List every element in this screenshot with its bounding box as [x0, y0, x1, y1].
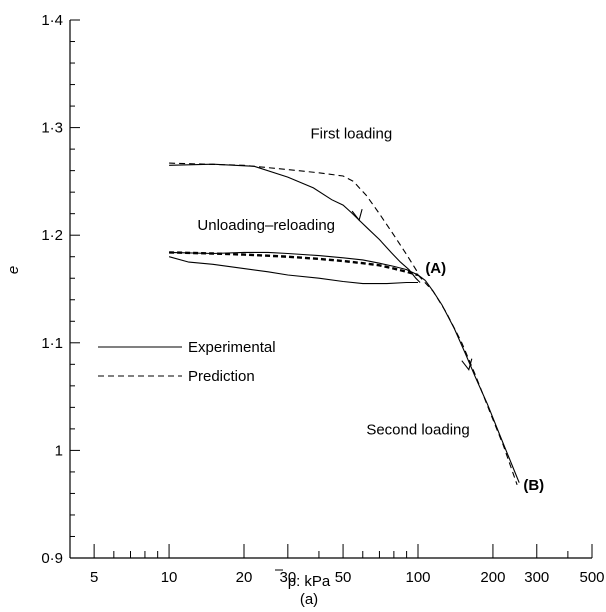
y-tick-label-4: 1·3 [41, 120, 63, 137]
x-axis-label: p: kPa [288, 573, 331, 590]
annotations: First loading Unloading–reloading (A) Secon… [197, 125, 544, 494]
series-dashed-6 [417, 274, 518, 485]
axes [69, 20, 592, 559]
ticks: 0·9 1 1·1 1·2 1·3 1·4 5 10 20 30 50 100 200 300 500 [41, 12, 604, 586]
series-solid-2 [169, 251, 426, 281]
legend-label-prediction: Prediction [188, 368, 255, 385]
annotation-0: First loading [311, 125, 393, 142]
series-solid-0 [169, 163, 421, 283]
y-tick-label-1: 1 [55, 442, 63, 459]
x-tick-label-1: 10 [161, 569, 178, 586]
x-tick-label-2: 20 [236, 569, 253, 586]
x-axis-label-p: p [288, 573, 296, 590]
y-tick-label-3: 1·2 [41, 227, 63, 244]
x-tick-label-6: 200 [480, 569, 505, 586]
annotation-4: (B) [523, 477, 544, 494]
x-tick-label-5: 100 [405, 569, 430, 586]
x-tick-label-7: 300 [524, 569, 549, 586]
annotation-1: Unloading–reloading [197, 217, 335, 234]
series-solid-3 [424, 280, 520, 483]
arrows [351, 208, 473, 371]
legend: Experimental Prediction [98, 339, 276, 385]
x-tick-label-0: 5 [90, 569, 98, 586]
figure-caption: (a) [300, 591, 318, 608]
series-dashed-bold-5 [169, 251, 419, 277]
y-axis-label: e [5, 266, 22, 274]
x-tick-label-8: 500 [579, 569, 604, 586]
annotation-3: Second loading [366, 421, 469, 438]
legend-label-experimental: Experimental [188, 339, 276, 356]
direction-arrow-1 [461, 358, 473, 371]
series-dashed-4 [169, 162, 419, 274]
series-solid-1 [168, 256, 418, 285]
x-tick-label-3: 30 [279, 569, 296, 586]
annotation-2: (A) [425, 260, 446, 277]
direction-arrow-0 [351, 208, 363, 222]
y-tick-label-5: 1·4 [41, 12, 63, 29]
x-axis-label-unit: : kPa [296, 573, 331, 590]
labels: e p: kPa (a) [5, 266, 331, 608]
y-tick-label-2: 1·1 [41, 335, 63, 352]
x-tick-label-4: 50 [335, 569, 352, 586]
y-tick-label-0: 0·9 [41, 550, 63, 567]
